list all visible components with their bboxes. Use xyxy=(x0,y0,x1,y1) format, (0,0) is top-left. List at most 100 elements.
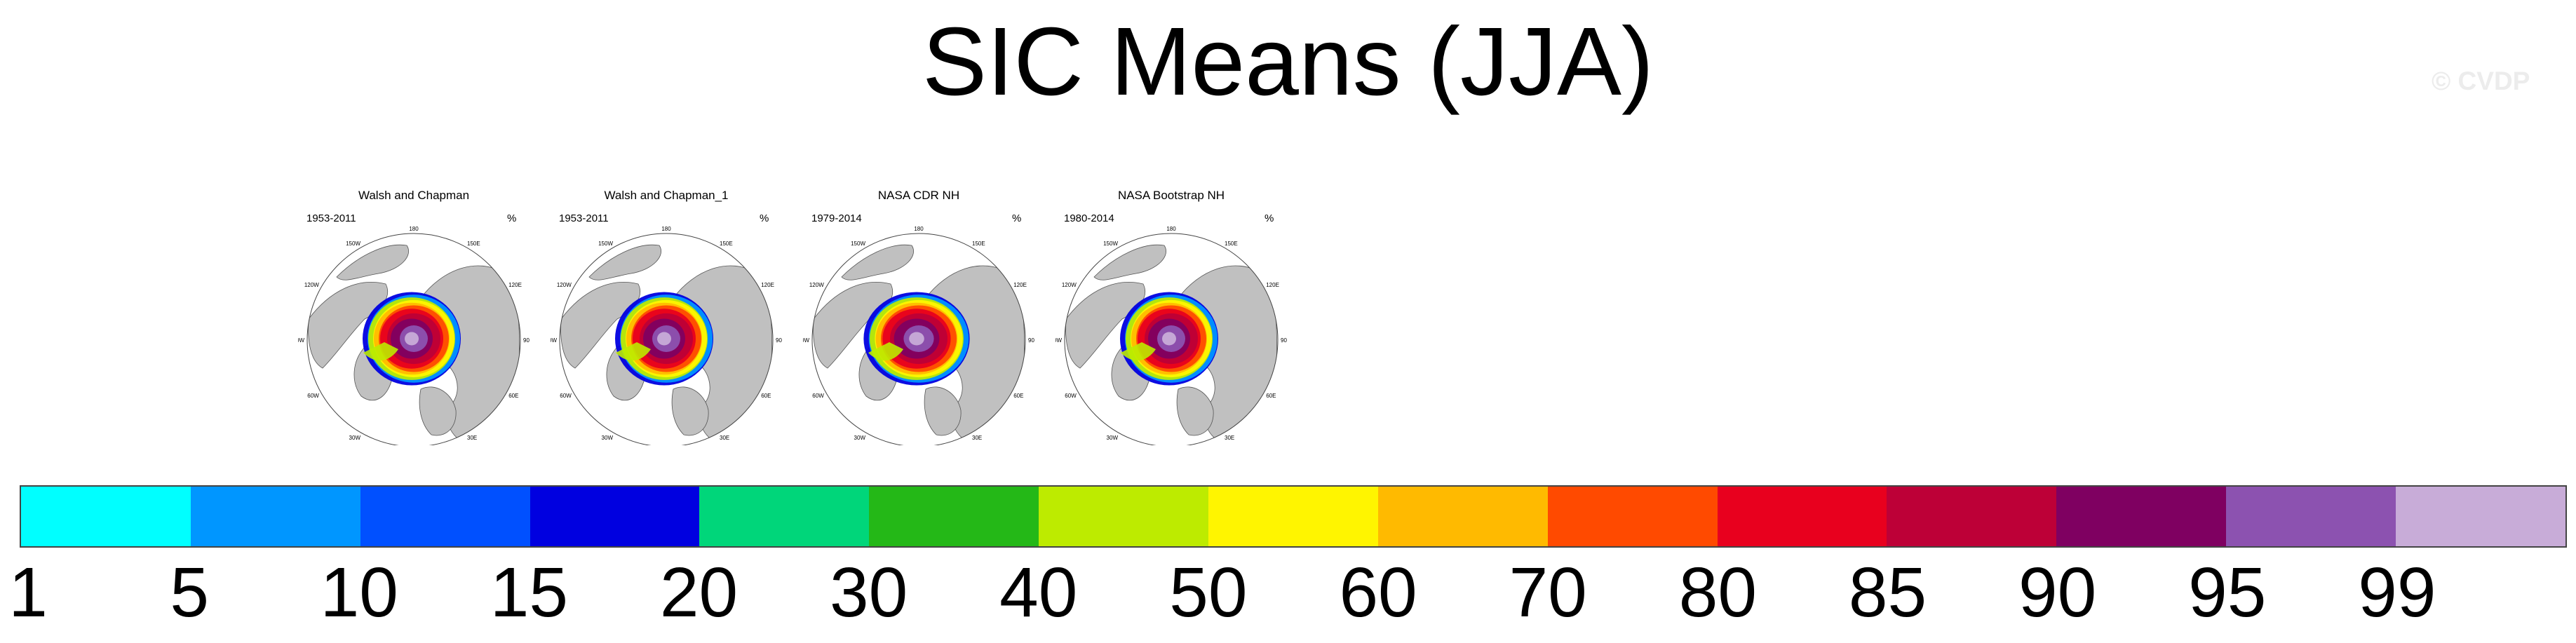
panel-title: Walsh and Chapman xyxy=(358,189,470,202)
longitude-label: 150E xyxy=(1225,241,1238,247)
longitude-label: 60E xyxy=(1013,393,1023,399)
colorbar-tick-label: 85 xyxy=(1848,553,1927,632)
colorbar xyxy=(20,485,2567,548)
longitude-label: 90E xyxy=(1028,337,1034,344)
longitude-label: 150E xyxy=(720,241,733,247)
longitude-label: 90W xyxy=(803,337,809,344)
sea-ice-contour xyxy=(1121,342,1156,361)
colorbar-tick-label: 5 xyxy=(170,553,209,632)
page-title: SIC Means (JJA) xyxy=(922,8,1654,116)
longitude-label: 90W xyxy=(551,337,557,344)
polar-map: 180090W90E120W150W120E150E60W30W60E30E xyxy=(298,226,530,445)
colorbar-tick-label: 40 xyxy=(999,553,1078,632)
longitude-label: 90E xyxy=(1281,337,1287,344)
colorbar-swatch xyxy=(2056,487,2227,546)
sea-ice-contour xyxy=(405,332,419,346)
land-mass xyxy=(671,386,709,436)
colorbar-swatch xyxy=(1547,487,1718,546)
longitude-label: 120E xyxy=(508,282,522,288)
map-panel: Walsh and Chapman 1953-2011 % 180090W90E… xyxy=(298,186,530,445)
land-mass xyxy=(588,244,661,280)
colorbar-tick-label: 60 xyxy=(1339,553,1417,632)
longitude-label: 30W xyxy=(854,435,866,441)
longitude-label: 120W xyxy=(809,282,824,288)
map-panel: Walsh and Chapman_1 1953-2011 % 180090W9… xyxy=(551,186,782,445)
longitude-label: 180 xyxy=(661,226,671,232)
longitude-label: 150E xyxy=(467,241,480,247)
land-mass xyxy=(841,244,914,280)
longitude-label: 120E xyxy=(761,282,774,288)
colorbar-swatch xyxy=(1887,487,2057,546)
longitude-label: 60W xyxy=(812,393,824,399)
longitude-label: 60E xyxy=(761,393,771,399)
colorbar-tick-label: 99 xyxy=(2358,553,2436,632)
land-mass xyxy=(1065,282,1145,369)
longitude-label: 120E xyxy=(1266,282,1279,288)
colorbar-tick-label: 20 xyxy=(659,553,739,632)
colorbar-swatch xyxy=(1717,487,1887,546)
longitude-label: 150W xyxy=(1103,241,1118,247)
colorbar-swatch xyxy=(2396,487,2565,546)
sea-ice-contour xyxy=(657,332,671,346)
longitude-label: 90W xyxy=(1056,337,1062,344)
map-panel: NASA CDR NH 1979-2014 % 180090W90E120W15… xyxy=(803,186,1034,445)
longitude-label: 180 xyxy=(914,226,924,232)
longitude-label: 30E xyxy=(720,435,729,441)
longitude-label: 60W xyxy=(1065,393,1077,399)
longitude-label: 150E xyxy=(972,241,985,247)
land-mass xyxy=(308,282,388,369)
panel-units: % xyxy=(1265,212,1274,224)
longitude-label: 30W xyxy=(1107,435,1119,441)
panel-title: NASA CDR NH xyxy=(877,189,960,202)
colorbar-swatch xyxy=(2226,487,2396,546)
land-mass xyxy=(1093,244,1166,280)
polar-map: 180090W90E120W150W120E150E60W30W60E30E xyxy=(803,226,1034,445)
land-mass xyxy=(924,386,962,436)
sea-ice-contour xyxy=(909,332,924,346)
colorbar-labels: 1 5 10 15 20 30 40 50 60 70 80 85 90 95 99 xyxy=(0,554,2576,631)
panel-years: 1980-2014 xyxy=(1064,212,1114,224)
longitude-label: 30E xyxy=(972,435,982,441)
longitude-label: 90E xyxy=(523,337,530,344)
longitude-label: 120E xyxy=(1013,282,1027,288)
colorbar-tick-label: 70 xyxy=(1509,553,1587,632)
polar-map: 180090W90E120W150W120E150E60W30W60E30E xyxy=(551,226,782,445)
colorbar-tick-label: 90 xyxy=(2018,553,2097,632)
longitude-label: 120W xyxy=(557,282,572,288)
longitude-label: 30W xyxy=(349,435,361,441)
panel-years: 1979-2014 xyxy=(811,212,862,224)
panel-units: % xyxy=(507,212,517,224)
panel-title: NASA Bootstrap NH xyxy=(1117,189,1225,202)
longitude-label: 30W xyxy=(602,435,614,441)
longitude-label: 90W xyxy=(298,337,304,344)
longitude-label: 60E xyxy=(508,393,518,399)
sea-ice-contour xyxy=(363,342,398,361)
colorbar-swatch xyxy=(360,487,530,546)
colorbar-swatch xyxy=(1039,487,1209,546)
longitude-label: 180 xyxy=(1166,226,1176,232)
longitude-label: 30E xyxy=(467,435,477,441)
land-mass xyxy=(560,282,640,369)
panel-years: 1953-2011 xyxy=(559,212,609,224)
sea-ice-contour xyxy=(868,342,903,361)
colorbar-tick-label: 50 xyxy=(1169,553,1248,632)
map-panel: NASA Bootstrap NH 1980-2014 % 180090W90E… xyxy=(1056,186,1287,445)
colorbar-tick-label: 10 xyxy=(320,553,398,632)
longitude-label: 60E xyxy=(1266,393,1276,399)
panel-units: % xyxy=(760,212,769,224)
longitude-label: 60W xyxy=(560,393,572,399)
colorbar-tick-label: 30 xyxy=(830,553,908,632)
panel-units: % xyxy=(1012,212,1022,224)
land-mass xyxy=(419,386,457,436)
longitude-label: 150W xyxy=(598,241,613,247)
colorbar-tick-label: 15 xyxy=(490,553,569,632)
longitude-label: 30E xyxy=(1225,435,1234,441)
colorbar-swatch xyxy=(190,487,360,546)
colorbar-swatch xyxy=(699,487,870,546)
longitude-label: 90E xyxy=(776,337,782,344)
panel-years: 1953-2011 xyxy=(306,212,356,224)
watermark: © CVDP xyxy=(2432,67,2530,95)
sea-ice-contour xyxy=(1162,332,1176,346)
longitude-label: 150W xyxy=(346,241,360,247)
colorbar-tick-label: 80 xyxy=(1678,553,1757,632)
